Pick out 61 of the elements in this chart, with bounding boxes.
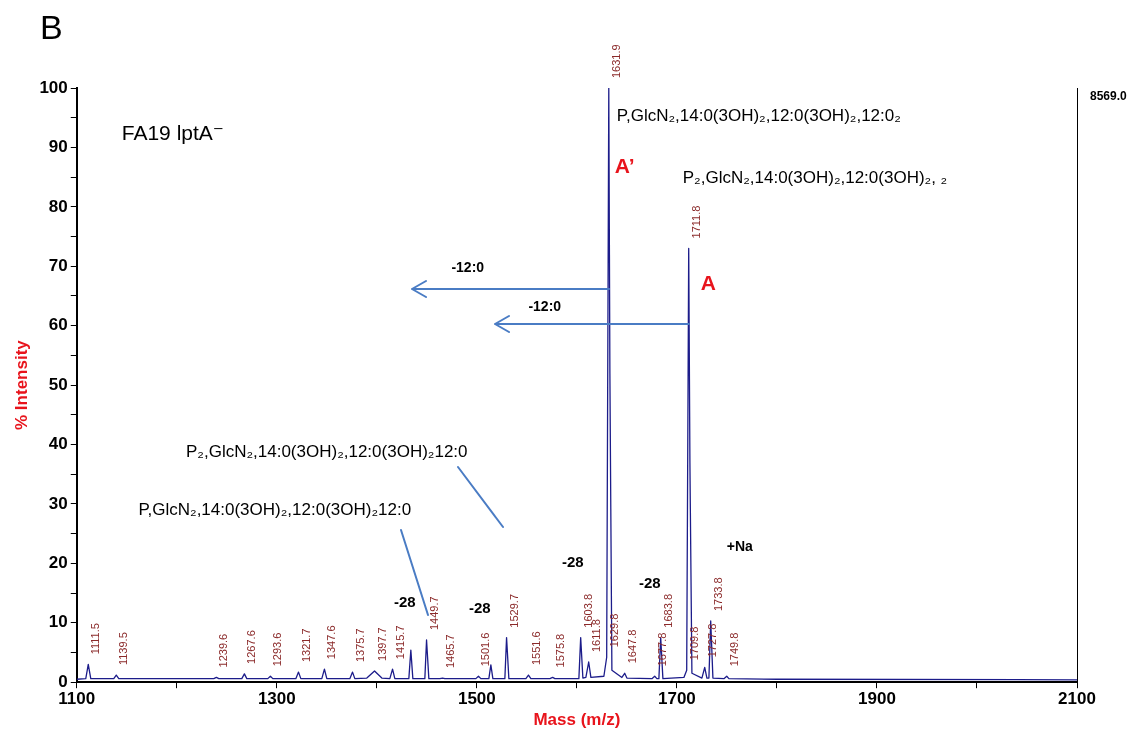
y-tick-label: 50 xyxy=(48,374,68,394)
y-tick-label: 40 xyxy=(48,434,68,454)
annotation: P₂,GlcN₂,14:0(3OH)₂,12:0(3OH)₂, ₂ xyxy=(682,167,948,187)
annotation: 1293.6 xyxy=(271,632,284,667)
y-axis-title: % Intensity xyxy=(11,339,31,430)
annotation: 1415.7 xyxy=(393,625,406,660)
annotation: 1575.8 xyxy=(553,633,566,668)
x-tick-label: 2100 xyxy=(1058,689,1096,709)
annotation: 1139.5 xyxy=(117,632,130,666)
annotation: 1733.8 xyxy=(711,577,724,611)
annotation: 1465.7 xyxy=(443,634,456,669)
annotation: +Na xyxy=(726,537,754,554)
annotation: 1397.7 xyxy=(375,627,388,661)
annotation: 1551.6 xyxy=(529,631,542,666)
annotation: 1375.7 xyxy=(353,628,366,663)
y-tick-label: 60 xyxy=(48,315,68,335)
x-tick-label: 1900 xyxy=(858,689,896,709)
annotation: -28 xyxy=(393,593,416,611)
annotation: 1321.7 xyxy=(299,628,312,663)
x-tick-label: 1300 xyxy=(257,689,296,709)
annotation: 1239.6 xyxy=(217,633,230,668)
x-tick-label: 1700 xyxy=(657,689,696,709)
annotation: A xyxy=(700,271,716,295)
text: 8569.0 xyxy=(1090,89,1128,104)
annotation: 1347.6 xyxy=(325,625,338,660)
annotation: -12:0 xyxy=(528,297,562,314)
text: FA19 lptA⁻ xyxy=(121,121,224,144)
annotation: 1631.9 xyxy=(609,44,622,78)
y-tick-label: 100 xyxy=(39,77,68,97)
annotation: 1711.8 xyxy=(689,205,702,239)
annotation: 1647.8 xyxy=(625,629,638,664)
x-tick-label: 1100 xyxy=(58,689,96,709)
x-axis-title: Mass (m/z) xyxy=(533,710,621,730)
annotation: P₂,GlcN₂,14:0(3OH)₂,12:0(3OH)₂12:0 xyxy=(186,441,468,461)
annotation: -28 xyxy=(638,574,661,592)
annotation: 1749.8 xyxy=(727,632,740,667)
annotation: 1677.8 xyxy=(655,632,668,667)
annotation: 1529.7 xyxy=(507,593,520,628)
annotation: -28 xyxy=(468,599,491,617)
annotation: 1683.8 xyxy=(661,593,674,628)
y-tick-label: 70 xyxy=(48,255,68,275)
annotation: 1709.8 xyxy=(687,626,700,661)
annotation: -12:0 xyxy=(451,258,485,275)
y-tick-label: 30 xyxy=(48,493,68,513)
annotation: A’ xyxy=(614,154,635,178)
x-tick-label: 1500 xyxy=(457,689,496,709)
annotation: 1501.6 xyxy=(479,632,492,667)
annotation: P,GlcN₂,14:0(3OH)₂,12:0(3OH)₂,12:0₂ xyxy=(616,105,901,125)
annotation: P,GlcN₂,14:0(3OH)₂,12:0(3OH)₂12:0 xyxy=(138,499,412,519)
annotation: 1111.5 xyxy=(89,623,102,655)
annotation: 1629.8 xyxy=(607,613,620,648)
y-tick-label: 10 xyxy=(48,612,68,632)
y-tick-label: 20 xyxy=(48,553,68,573)
y-tick-label: 90 xyxy=(48,137,68,157)
annotation: 1449.7 xyxy=(427,596,440,631)
annotation: 1727.8 xyxy=(705,623,718,658)
annotation: -28 xyxy=(561,553,584,571)
y-tick-label: 80 xyxy=(48,196,68,216)
y-tick-label: 0 xyxy=(58,671,68,691)
text: B xyxy=(40,8,63,47)
annotation: 1267.6 xyxy=(245,630,258,664)
